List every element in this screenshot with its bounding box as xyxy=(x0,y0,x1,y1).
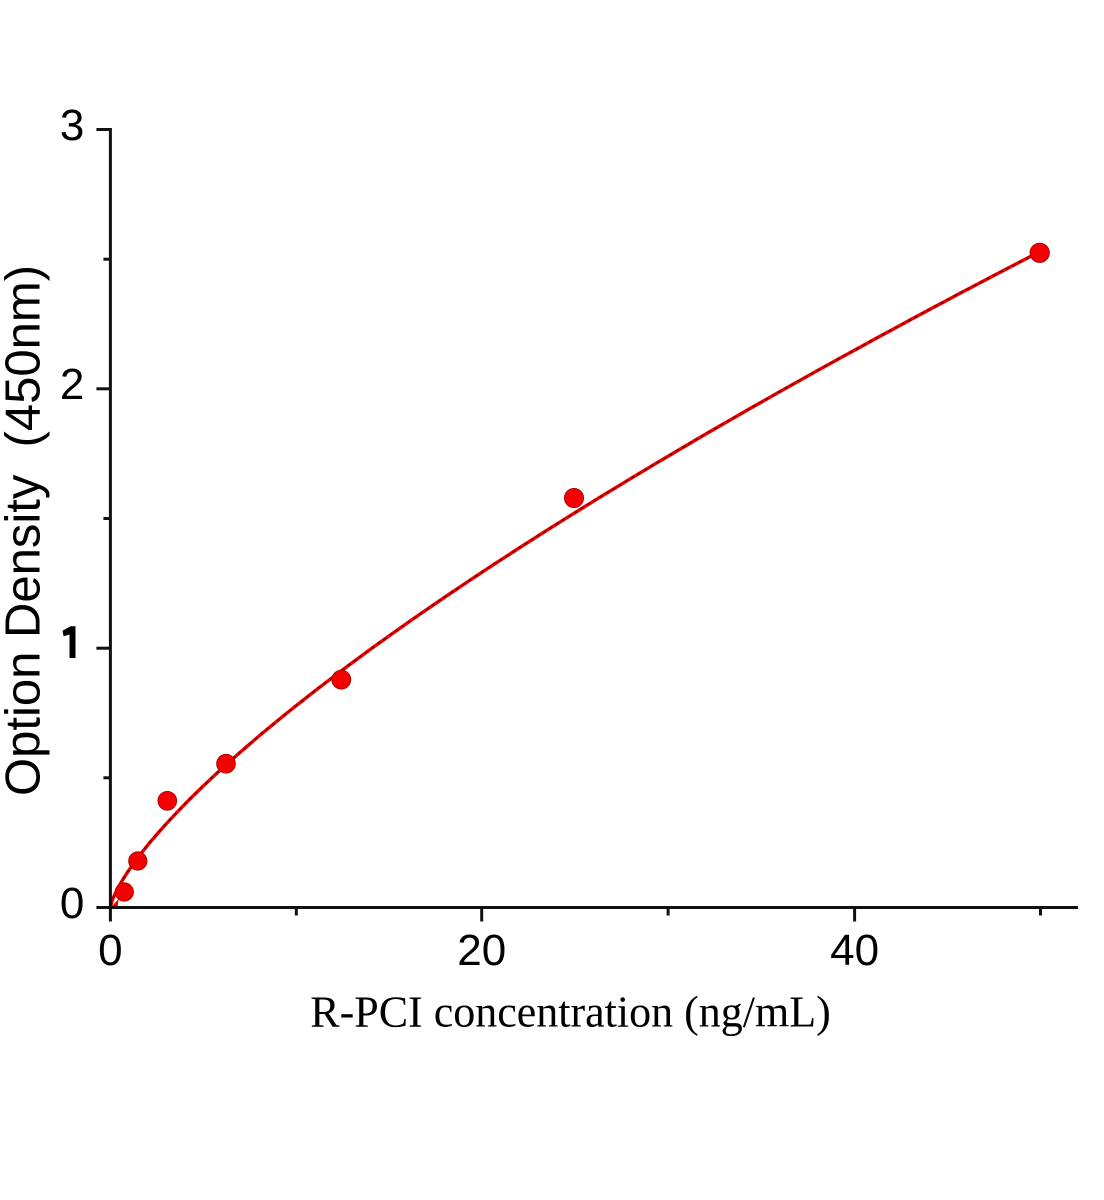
svg-text:40: 40 xyxy=(830,926,879,975)
svg-text:0: 0 xyxy=(60,879,84,928)
svg-text:2: 2 xyxy=(60,360,84,409)
svg-text:20: 20 xyxy=(457,926,506,975)
svg-text:0: 0 xyxy=(98,926,122,975)
svg-text:Option Density (450nm): Option Density (450nm) xyxy=(0,265,51,796)
svg-text:R-PCI concentration (ng/mL): R-PCI concentration (ng/mL) xyxy=(310,988,831,1037)
svg-text:3: 3 xyxy=(60,101,84,150)
